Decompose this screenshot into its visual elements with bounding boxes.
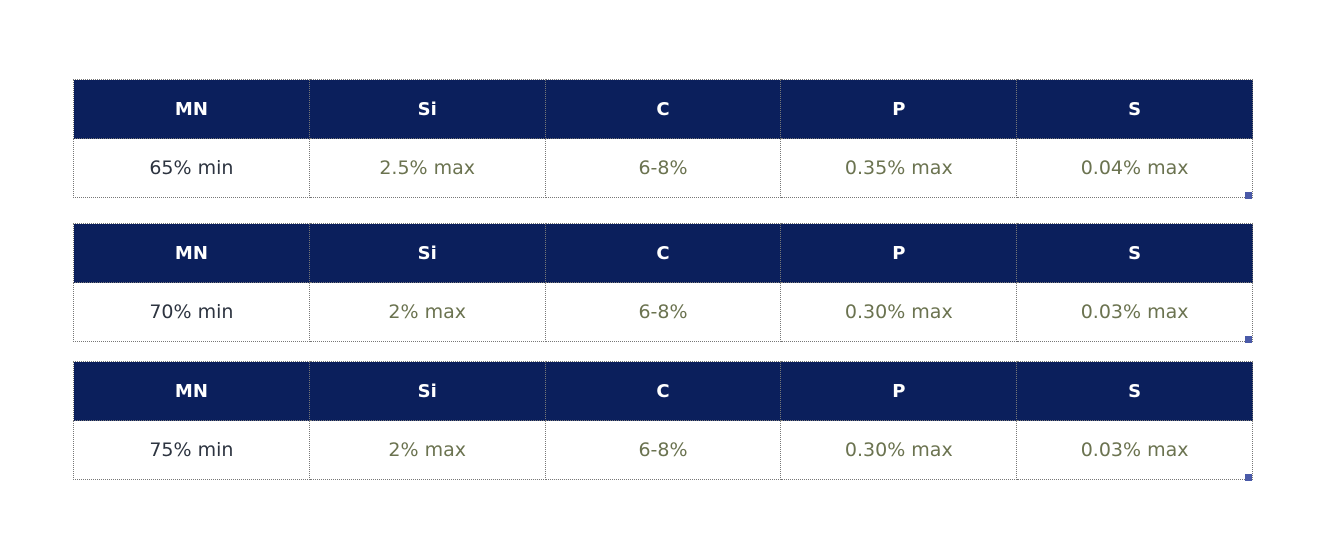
table-row: 75% min 2% max 6-8% 0.30% max 0.03% max [73, 420, 1253, 480]
value-cell: 0.30% max [780, 420, 1018, 480]
composition-table: MN Si C P S 65% min 2.5% max 6-8% 0.35% max 0.04%… [73, 79, 1253, 198]
header-cell: P [780, 79, 1018, 139]
value-cell: 2.5% max [308, 138, 546, 198]
header-cell: C [544, 223, 782, 283]
header-cell: S [1016, 223, 1253, 283]
table-row: 65% min 2.5% max 6-8% 0.35% max 0.04% max [73, 138, 1253, 198]
composition-table: MN Si C P S 70% min 2% max 6-8% 0.30% max 0.03% m… [73, 223, 1253, 342]
value-cell: 0.30% max [780, 282, 1018, 342]
header-cell: MN [73, 223, 310, 283]
value-cell: 6-8% [544, 282, 782, 342]
header-cell: Si [308, 361, 546, 421]
value-cell: 75% min [73, 420, 310, 480]
resize-handle[interactable] [1245, 192, 1252, 199]
value-cell: 0.35% max [780, 138, 1018, 198]
header-cell: MN [73, 79, 310, 139]
composition-table: MN Si C P S 75% min 2% max 6-8% 0.30% max 0.03% m… [73, 361, 1253, 480]
value-cell: 0.04% max [1016, 138, 1253, 198]
header-cell: MN [73, 361, 310, 421]
header-cell: Si [308, 79, 546, 139]
header-cell: P [780, 223, 1018, 283]
value-cell: 6-8% [544, 138, 782, 198]
header-row: MN Si C P S [73, 223, 1253, 283]
header-cell: S [1016, 79, 1253, 139]
resize-handle[interactable] [1245, 474, 1252, 481]
value-cell: 0.03% max [1016, 282, 1253, 342]
table-row: 70% min 2% max 6-8% 0.30% max 0.03% max [73, 282, 1253, 342]
header-row: MN Si C P S [73, 361, 1253, 421]
header-cell: C [544, 361, 782, 421]
resize-handle[interactable] [1245, 336, 1252, 343]
value-cell: 0.03% max [1016, 420, 1253, 480]
value-cell: 65% min [73, 138, 310, 198]
value-cell: 70% min [73, 282, 310, 342]
value-cell: 2% max [308, 282, 546, 342]
value-cell: 2% max [308, 420, 546, 480]
header-cell: S [1016, 361, 1253, 421]
header-cell: P [780, 361, 1018, 421]
value-cell: 6-8% [544, 420, 782, 480]
header-row: MN Si C P S [73, 79, 1253, 139]
header-cell: Si [308, 223, 546, 283]
header-cell: C [544, 79, 782, 139]
